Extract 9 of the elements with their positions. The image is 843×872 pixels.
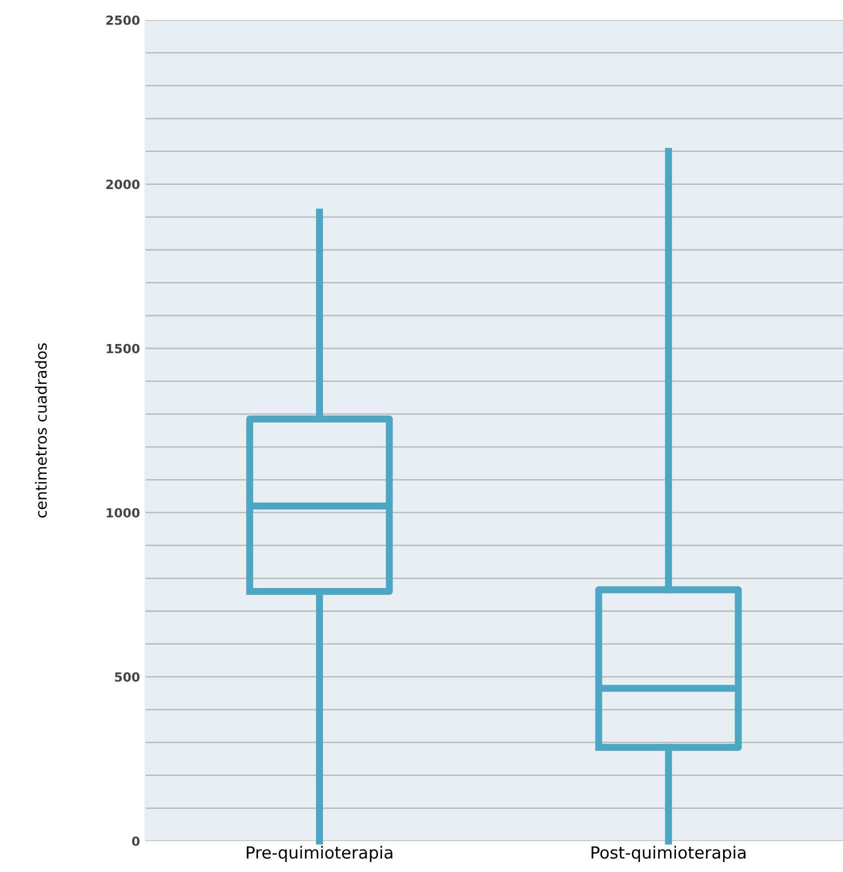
x-tick-label: Pre-quimioterapia <box>246 846 392 862</box>
y-axis-title: centimetros cuadrados <box>35 343 47 518</box>
y-tick-label: 1000 <box>106 508 140 518</box>
y-tick-label: 500 <box>115 672 140 682</box>
y-tick-label: 2500 <box>106 15 140 25</box>
y-tick-label: 2000 <box>106 180 140 190</box>
y-tick-label: 0 <box>132 836 140 846</box>
y-tick-label: 1500 <box>106 344 140 354</box>
x-tick-label: Post-quimioterapia <box>592 846 746 862</box>
